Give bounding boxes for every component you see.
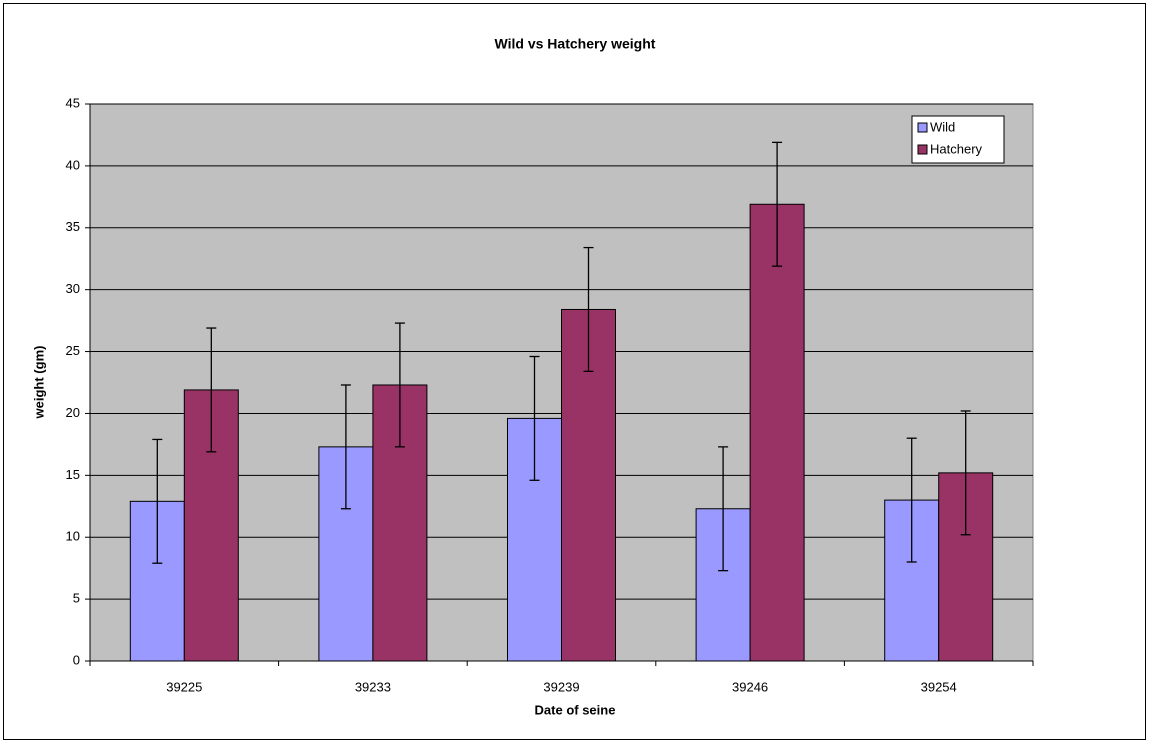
error-bar bbox=[583, 246, 594, 373]
error-bar bbox=[772, 141, 783, 267]
y-tick-label: 10 bbox=[66, 529, 80, 544]
error-bar bbox=[529, 355, 540, 481]
error-bar bbox=[152, 438, 163, 564]
legend-label: Hatchery bbox=[930, 141, 983, 156]
y-tick-label: 45 bbox=[66, 95, 80, 110]
x-tick-label: 39254 bbox=[921, 679, 957, 694]
y-tick-label: 30 bbox=[66, 281, 80, 296]
legend-swatch bbox=[917, 144, 928, 155]
y-tick-label: 35 bbox=[66, 219, 80, 234]
error-bar bbox=[960, 410, 971, 536]
legend-label: Wild bbox=[930, 119, 955, 134]
x-tick-label: 39246 bbox=[732, 679, 768, 694]
error-bar bbox=[906, 437, 917, 563]
error-bar bbox=[206, 327, 217, 453]
error-bar bbox=[718, 446, 729, 572]
y-tick-label: 40 bbox=[66, 157, 80, 172]
y-tick-label: 15 bbox=[66, 467, 80, 482]
x-axis-label: Date of seine bbox=[535, 702, 616, 717]
x-tick-label: 39233 bbox=[355, 679, 391, 694]
legend-swatch bbox=[917, 122, 928, 133]
error-bar bbox=[340, 384, 351, 510]
y-axis-label: weight (gm) bbox=[31, 346, 46, 420]
y-tick-label: 20 bbox=[66, 405, 80, 420]
y-tick-label: 0 bbox=[73, 652, 80, 667]
x-tick-label: 39239 bbox=[543, 679, 579, 694]
x-tick-label: 39225 bbox=[166, 679, 202, 694]
y-tick-label: 5 bbox=[73, 591, 80, 606]
error-bar bbox=[394, 322, 405, 448]
y-tick-label: 25 bbox=[66, 343, 80, 358]
chart-title: Wild vs Hatchery weight bbox=[495, 36, 656, 52]
bar bbox=[749, 203, 805, 662]
